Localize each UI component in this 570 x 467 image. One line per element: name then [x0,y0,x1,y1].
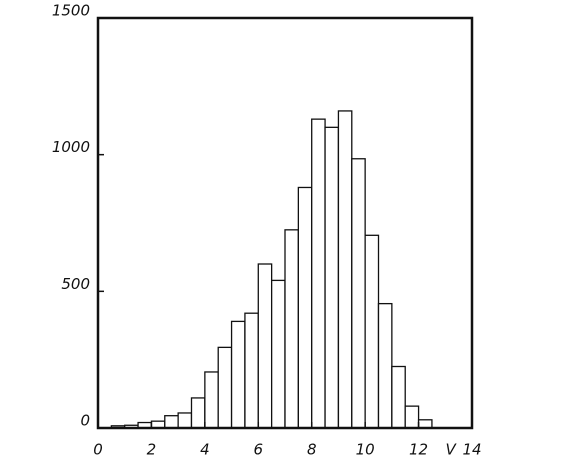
x-tick-label: 6 [254,441,264,459]
bar [244,312,259,429]
bar [364,234,380,429]
x-tick-label: 10 [356,441,375,459]
bar [177,412,193,429]
x-tick-label: 4 [200,441,210,459]
x-axis-label: V [445,441,457,459]
y-tick-label: 1500 [52,2,90,20]
x-tick-label: 0 [93,441,103,459]
bar [204,371,219,429]
bar [257,263,273,429]
bar [270,279,286,429]
x-tick-label: 14 [462,441,481,459]
x-tick-label: 8 [307,441,317,459]
x-tick-label: 2 [147,441,157,459]
bar [297,186,313,429]
bar [377,302,393,429]
bar [311,118,326,429]
y-tick-label: 1000 [52,138,90,156]
bar [351,158,366,429]
plot-frame [96,16,474,430]
x-tick-label: 12 [409,441,428,459]
bar [337,110,353,429]
bar [190,397,206,429]
bar [324,126,340,429]
y-tick-label: 0 [80,412,90,430]
y-tick-label: 500 [61,275,90,293]
bar [284,229,300,429]
bar [404,405,420,429]
bar [391,365,406,429]
bar [217,346,233,429]
bar [230,320,246,429]
bar [164,415,179,429]
